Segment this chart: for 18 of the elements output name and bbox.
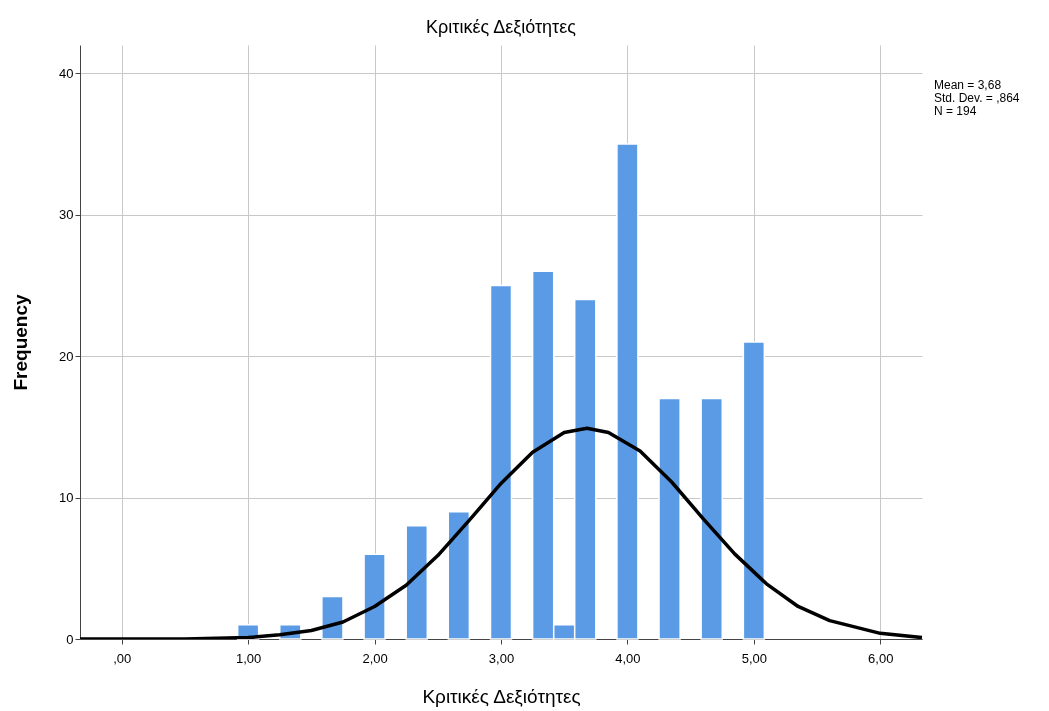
y-tick-label: 10 [59, 490, 74, 506]
x-tick-label: 2,00 [362, 650, 388, 666]
x-tick-label: 4,00 [615, 650, 641, 666]
text: Mean = 3,68 [934, 78, 1002, 92]
x-tick-label: ,00 [113, 650, 132, 666]
x-tick-label: 1,00 [235, 650, 262, 666]
x-tick-label: 5,00 [741, 650, 768, 666]
y-axis-title: Frequency [10, 294, 32, 391]
y-tick-label: 20 [59, 348, 74, 364]
text: Std. Dev. = ,864 [934, 91, 1020, 105]
x-tick-label: 3,00 [488, 650, 515, 666]
y-tick-label: 40 [59, 65, 74, 81]
text: N = 194 [934, 104, 977, 118]
x-tick-label: 6,00 [868, 650, 894, 666]
y-tick-label: 30 [59, 207, 74, 223]
x-axis-title: Κριτικές Δεξιότητες [422, 685, 581, 707]
y-tick-label: 0 [66, 631, 74, 647]
chart-title: Κριτικές Δεξιότητες [426, 17, 577, 37]
